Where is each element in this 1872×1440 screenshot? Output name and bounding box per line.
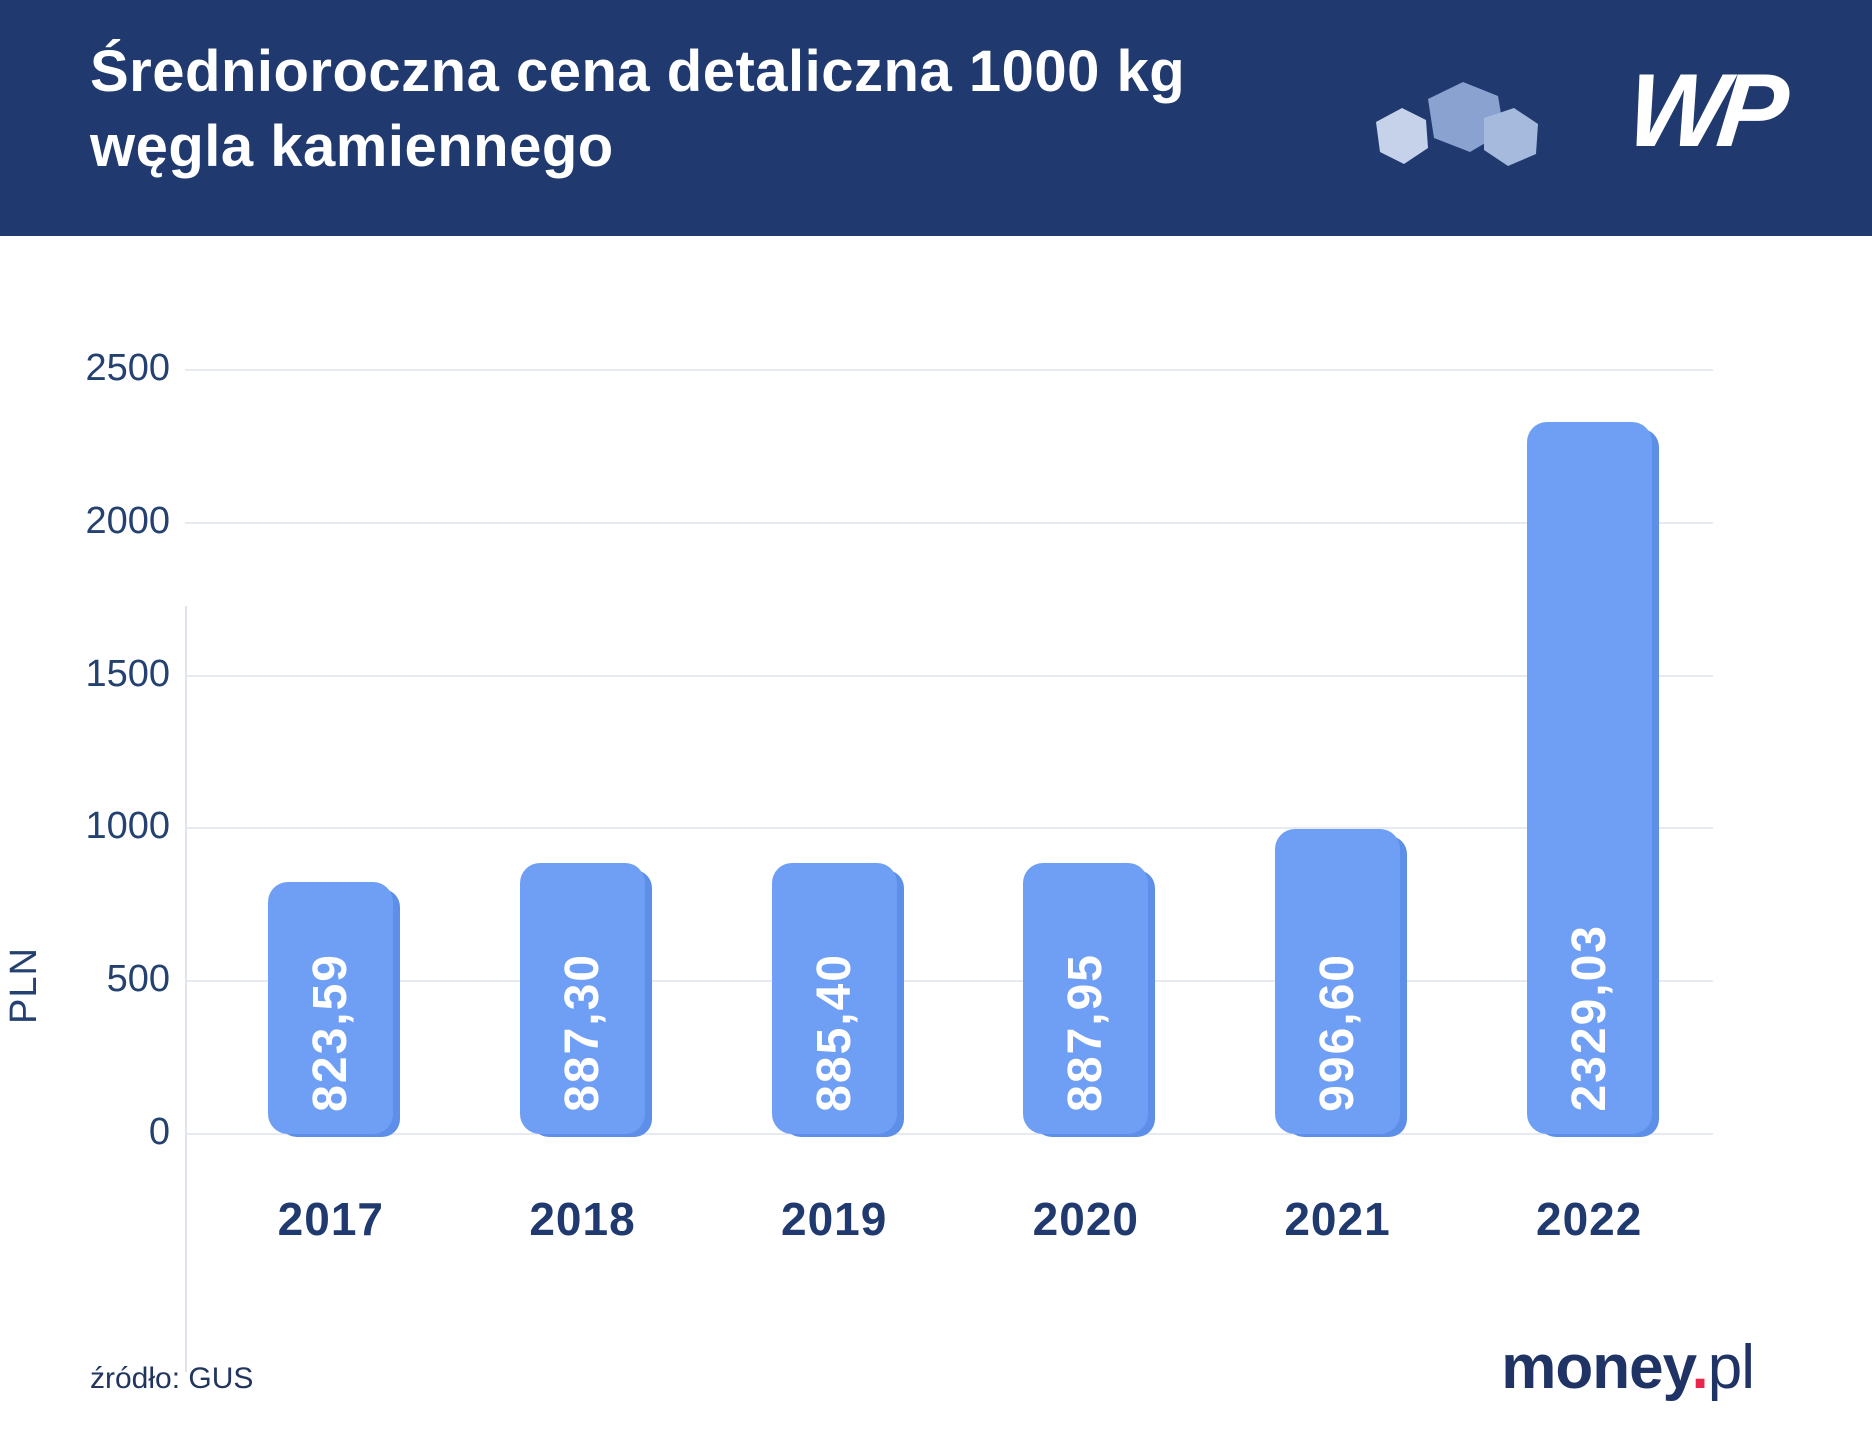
moneypl-logo-pl: pl [1707,1333,1755,1402]
bar-value-label-2022: 2329,03 [1562,924,1616,1112]
bar-value-label-2017: 823,59 [304,953,358,1112]
y-tick-label-2000: 2000 [85,499,170,542]
bar-2021: 996,60 [1275,829,1400,1134]
coal-icon [1358,44,1558,189]
gridline-2000 [185,521,1713,524]
bar-2019: 885,40 [771,863,897,1134]
bar-value-label-2018: 887,30 [556,953,609,1112]
header-banner: Średnioroczna cena detaliczna 1000 kg wę… [0,0,1872,236]
gridline-1000 [185,827,1713,830]
chart-title-line1: Średnioroczna cena detaliczna 1000 kg [90,39,1186,104]
y-axis-label: PLN [2,947,45,1024]
y-tick-label-1000: 1000 [85,805,170,848]
x-tick-label-2021: 2021 [1284,1193,1391,1245]
bar-chart: 0 500 1000 1500 2000 2500 PLN 823,59 887,30 885… [0,236,1872,1440]
y-tick-label-2500: 2500 [85,347,170,389]
chart-title-line2: węgla kamiennego [90,114,614,180]
bar-value-label-2021: 996,60 [1311,953,1364,1112]
moneypl-logo: money.pl [1501,1332,1755,1403]
chart-title: Średnioroczna cena detaliczna 1000 kg wę… [90,34,1185,185]
gridline-0 [185,1133,1713,1135]
y-tick-label-1500: 1500 [85,652,170,695]
bar-2022: 2329,03 [1526,422,1652,1134]
x-tick-label-2020: 2020 [1032,1193,1139,1245]
x-tick-label-2019: 2019 [780,1193,888,1245]
bar-value-label-2020: 887,95 [1059,953,1113,1112]
x-tick-label-2018: 2018 [529,1193,636,1245]
bar-2020: 887,95 [1023,862,1149,1134]
bar-2018: 887,30 [520,862,645,1134]
moneypl-logo-money: money [1501,1333,1692,1402]
y-tick-label-500: 500 [106,958,170,1001]
x-tick-label-2017: 2017 [277,1193,384,1245]
wp-logo: WP [1621,53,1786,169]
gridline-2500 [185,369,1713,371]
gridline-1500 [185,674,1713,677]
y-axis-line [185,606,187,1372]
y-tick-label-0: 0 [148,1111,170,1153]
bar-value-label-2019: 885,40 [807,953,861,1112]
gridline-500 [185,980,1713,983]
x-tick-label-2022: 2022 [1535,1193,1643,1245]
moneypl-logo-dot: . [1691,1333,1709,1402]
source-note: źródło: GUS [90,1362,254,1395]
bar-2017: 823,59 [268,882,394,1134]
